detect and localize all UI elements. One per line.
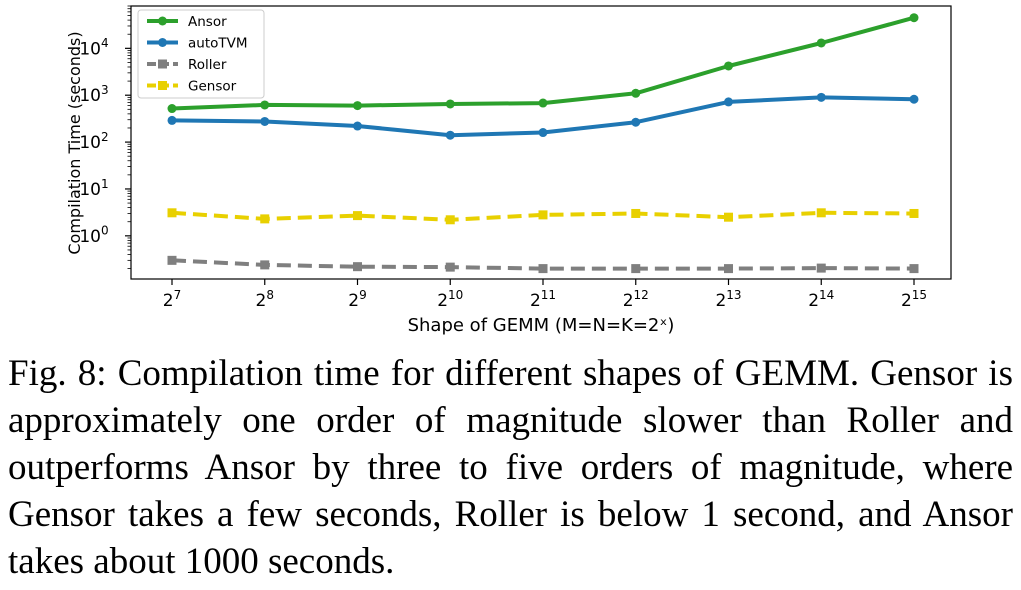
legend-label: Gensor [188, 79, 237, 95]
y-tick-label: 103 [79, 83, 108, 106]
x-tick-label: 214 [808, 288, 834, 311]
data-point [816, 38, 826, 48]
data-point [353, 101, 362, 111]
data-point [909, 208, 919, 218]
series-layer [167, 13, 919, 274]
data-point [724, 97, 733, 107]
data-point [167, 208, 177, 218]
data-point [631, 208, 641, 218]
x-tick-label: 212 [623, 288, 649, 311]
figure-caption: Fig. 8: Compilation time for different s… [8, 353, 1013, 582]
legend-marker [158, 38, 167, 47]
x-tick-label: 211 [530, 288, 556, 311]
y-tick-label: 102 [79, 130, 108, 153]
data-point [724, 212, 733, 222]
data-point [445, 99, 455, 109]
data-point [353, 262, 362, 272]
legend-marker [158, 81, 167, 90]
legend-item-autotvm: autoTVM [147, 36, 248, 52]
y-tick-label: 100 [79, 224, 108, 247]
data-point [816, 92, 826, 102]
data-point [631, 264, 641, 274]
data-point [816, 263, 826, 273]
x-tick-label: 28 [256, 288, 274, 311]
data-point [909, 13, 919, 23]
data-point [445, 262, 455, 272]
legend-item-roller: Roller [147, 57, 227, 73]
legend-item-gensor: Gensor [147, 79, 237, 95]
y-axis: 100 101 102 103 104 [79, 5, 131, 270]
data-point [538, 210, 548, 220]
data-point [260, 116, 270, 126]
series-roller [167, 255, 919, 274]
data-point [538, 128, 548, 138]
x-axis-label: Shape of GEMM (M=N=K=2ˣ) [408, 315, 675, 336]
legend: Ansor autoTVM Roller Gensor [137, 9, 265, 99]
series-gensor [167, 208, 919, 225]
data-point [538, 264, 548, 274]
data-point [816, 208, 826, 218]
data-point [445, 130, 455, 140]
series-line [171, 15, 915, 111]
data-point [445, 215, 455, 225]
data-point [353, 211, 362, 221]
y-axis-label: Compilation Time (seconds) [65, 31, 84, 254]
series-autotvm [167, 92, 919, 140]
chart: 100 101 102 103 104 27 28 29 210 211 212 213 214 215… [65, 5, 952, 336]
series-line [171, 258, 915, 271]
legend-label: autoTVM [188, 36, 248, 52]
data-point [909, 264, 919, 274]
series-line [171, 210, 915, 222]
series-ansor [167, 13, 919, 114]
legend-label: Roller [188, 57, 227, 73]
legend-marker [158, 59, 167, 69]
data-point [631, 88, 641, 98]
data-point [909, 94, 919, 104]
x-axis: 27 28 29 210 211 212 213 214 215 [163, 279, 927, 311]
data-point [167, 255, 177, 265]
x-tick-label: 215 [901, 288, 927, 311]
data-point [631, 117, 641, 127]
y-tick-label: 104 [79, 36, 108, 59]
legend-box [137, 9, 265, 99]
legend-marker [158, 16, 167, 26]
legend-label: Ansor [188, 14, 227, 30]
x-tick-label: 27 [163, 288, 181, 311]
x-tick-label: 29 [348, 288, 366, 311]
x-tick-label: 213 [715, 288, 741, 311]
data-point [260, 100, 270, 110]
data-point [353, 121, 362, 131]
legend-item-ansor: Ansor [147, 14, 227, 30]
data-point [724, 264, 733, 274]
data-point [538, 98, 548, 108]
data-point [167, 104, 177, 114]
y-tick-label: 101 [79, 177, 108, 200]
x-tick-label: 210 [437, 288, 463, 311]
data-point [167, 115, 177, 125]
data-point [260, 260, 270, 270]
data-point [724, 61, 733, 71]
data-point [260, 214, 270, 224]
